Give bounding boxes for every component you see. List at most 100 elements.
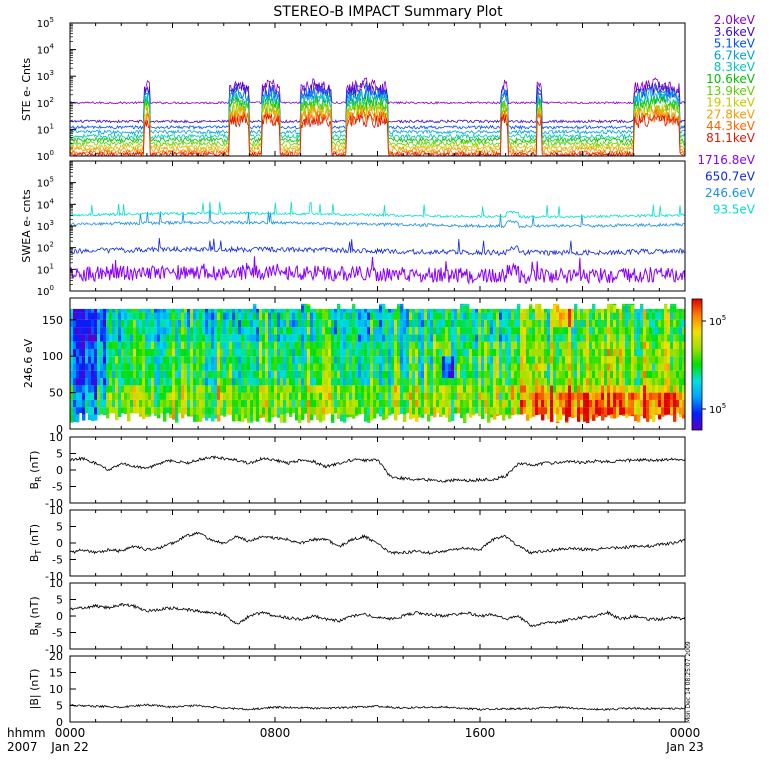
heatmap-cell (640, 378, 644, 386)
heatmap-cell (652, 385, 656, 393)
heatmap-cell (397, 407, 401, 415)
heatmap-cell (133, 334, 137, 342)
heatmap-cell (112, 308, 116, 313)
heatmap-cell (424, 341, 428, 349)
heatmap-cell (76, 312, 80, 320)
heatmap-cell (589, 378, 593, 386)
heatmap-cell (97, 319, 101, 328)
heatmap-cell (520, 363, 524, 371)
heatmap-cell (544, 370, 548, 379)
heatmap-cell (175, 312, 179, 320)
heatmap-cell (274, 378, 278, 386)
heatmap-cell (268, 392, 272, 400)
heatmap-cell (127, 414, 131, 422)
ste-legend-entry: 2.0keV (714, 13, 756, 27)
heatmap-cell (514, 308, 518, 313)
heatmap-cell (532, 414, 536, 417)
heatmap-cell (307, 334, 311, 342)
heatmap-cell (133, 308, 137, 313)
heatmap-cell (664, 327, 668, 335)
heatmap-cell (487, 334, 491, 342)
heatmap-cell (643, 356, 647, 364)
heatmap-cell (289, 341, 293, 349)
heatmap-cell (304, 327, 308, 335)
heatmap-cell (148, 407, 152, 415)
heatmap-cell (505, 414, 509, 416)
heatmap-cell (292, 319, 296, 328)
heatmap-cell (619, 370, 623, 379)
heatmap-cell (493, 348, 497, 357)
heatmap-cell (469, 334, 473, 342)
heatmap-cell (109, 385, 113, 393)
heatmap-cell (88, 363, 92, 371)
heatmap-cell (628, 341, 632, 349)
heatmap-cell (367, 334, 371, 342)
heatmap-cell (649, 399, 653, 408)
heatmap-cell (463, 363, 467, 371)
heatmap-cell (217, 392, 221, 400)
heatmap-cell (340, 363, 344, 371)
heatmap-cell (94, 385, 98, 393)
heatmap-cell (364, 348, 368, 357)
heatmap-cell (613, 303, 617, 306)
heatmap-cell (565, 348, 569, 357)
heatmap-cell (244, 334, 248, 342)
heatmap-cell (100, 392, 104, 400)
heatmap-cell (604, 399, 608, 408)
heatmap-cell (628, 370, 632, 379)
heatmap-cell (235, 385, 239, 393)
heatmap-cell (187, 392, 191, 400)
heatmap-cell (262, 363, 266, 371)
heatmap-cell (487, 327, 491, 335)
heatmap-cell (376, 341, 380, 349)
heatmap-cell (523, 407, 527, 414)
heatmap-cell (160, 392, 164, 400)
heatmap-cell (283, 385, 287, 393)
heatmap-cell (79, 334, 83, 342)
heatmap-cell (376, 399, 380, 408)
heatmap-cell (649, 363, 653, 371)
heatmap-cell (565, 327, 569, 335)
heatmap-cell (529, 356, 533, 364)
heatmap-cell (568, 399, 572, 408)
heatmap-cell (652, 348, 656, 357)
heatmap-cell (460, 305, 464, 313)
heatmap-cell (76, 348, 80, 357)
heatmap-cell (325, 392, 329, 400)
heatmap-cell (238, 312, 242, 320)
y-tick-label: 10 (49, 683, 63, 696)
heatmap-cell (103, 341, 107, 349)
heatmap-cell (277, 319, 281, 328)
heatmap-cell (250, 378, 254, 386)
heatmap-cell (247, 399, 251, 408)
heatmap-cell (286, 327, 290, 335)
heatmap-cell (628, 392, 632, 400)
heatmap-cell (541, 407, 545, 415)
heatmap-cell (100, 308, 104, 313)
heatmap-cell (76, 334, 80, 342)
heatmap-cell (523, 319, 527, 328)
heatmap-cell (85, 392, 89, 400)
heatmap-cell (673, 356, 677, 364)
heatmap-cell (343, 370, 347, 379)
heatmap-cell (487, 421, 491, 423)
heatmap-cell (661, 385, 665, 393)
heatmap-cell (82, 341, 86, 349)
heatmap-cell (679, 407, 683, 415)
heatmap-cell (607, 370, 611, 379)
heatmap-cell (682, 348, 685, 357)
heatmap-cell (421, 356, 425, 364)
heatmap-cell (136, 348, 140, 357)
heatmap-cell (478, 392, 482, 400)
heatmap-cell (463, 392, 467, 400)
heatmap-cell (460, 385, 464, 393)
heatmap-cell (655, 327, 659, 335)
heatmap-cell (154, 370, 158, 379)
heatmap-cell (385, 370, 389, 379)
heatmap-cell (277, 407, 281, 415)
heatmap-cell (445, 370, 449, 379)
heatmap-cell (211, 378, 215, 386)
heatmap-cell (151, 407, 155, 414)
heatmap-cell (343, 312, 347, 320)
heatmap-cell (205, 363, 209, 371)
